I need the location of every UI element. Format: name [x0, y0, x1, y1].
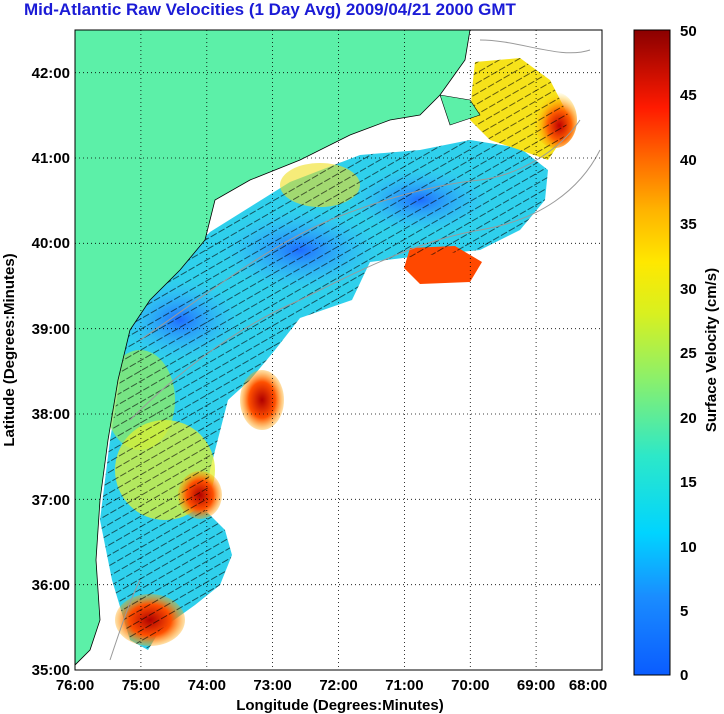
y-tick-label: 37:00: [32, 492, 70, 509]
x-tick-label: 76:00: [56, 677, 94, 694]
x-tick-label: 75:00: [122, 677, 160, 694]
colorbar-tick-label: 10: [680, 539, 697, 556]
x-tick-label: 73:00: [253, 677, 291, 694]
bathymetry-contours: [109, 39, 601, 661]
x-tick-label: 72:00: [319, 677, 357, 694]
colorbar-tick-label: 15: [680, 474, 697, 491]
x-axis: 76:00 75:00 74:00 73:00 72:00 71:00 70:0…: [56, 677, 607, 714]
colorbar-tick-label: 20: [680, 410, 697, 427]
x-tick-label: 71:00: [385, 677, 423, 694]
y-axis-label: Latitude (Degrees:Minutes): [1, 253, 18, 446]
colorbar-tick-label: 45: [680, 87, 697, 104]
x-tick-label: 70:00: [451, 677, 489, 694]
y-tick-label: 36:00: [32, 577, 70, 594]
colorbar: 50 45 40 35 30 25 20 15 10 5 0 Surface V…: [633, 23, 720, 684]
y-tick-label: 40:00: [32, 235, 70, 252]
grid-lines: [75, 30, 602, 670]
colorbar-tick-label: 30: [680, 281, 697, 298]
y-axis: 42:00 41:00 40:00 39:00 38:00 37:00 36:0…: [1, 65, 70, 679]
colorbar-tick-label: 40: [680, 152, 697, 169]
x-tick-label: 69:00: [517, 677, 555, 694]
y-tick-label: 41:00: [32, 150, 70, 167]
colorbar-label: Surface Velocity (cm/s): [703, 268, 720, 432]
colorbar-tick-label: 5: [680, 603, 688, 620]
x-axis-label: Longitude (Degrees:Minutes): [236, 697, 444, 714]
colorbar-tick-label: 25: [680, 345, 697, 362]
colorbar-tick-label: 50: [680, 23, 697, 40]
x-tick-label: 68:00: [569, 677, 607, 694]
y-tick-label: 38:00: [32, 406, 70, 423]
x-tick-label: 74:00: [188, 677, 226, 694]
y-tick-label: 35:00: [32, 662, 70, 679]
chart-title: Mid-Atlantic Raw Velocities (1 Day Avg) …: [24, 0, 516, 19]
colorbar-tick-label: 35: [680, 216, 697, 233]
y-tick-label: 39:00: [32, 321, 70, 338]
colorbar-ramp: [633, 29, 671, 676]
y-tick-label: 42:00: [32, 65, 70, 82]
plot-frame: [74, 29, 603, 671]
colorbar-tick-label: 0: [680, 667, 688, 684]
